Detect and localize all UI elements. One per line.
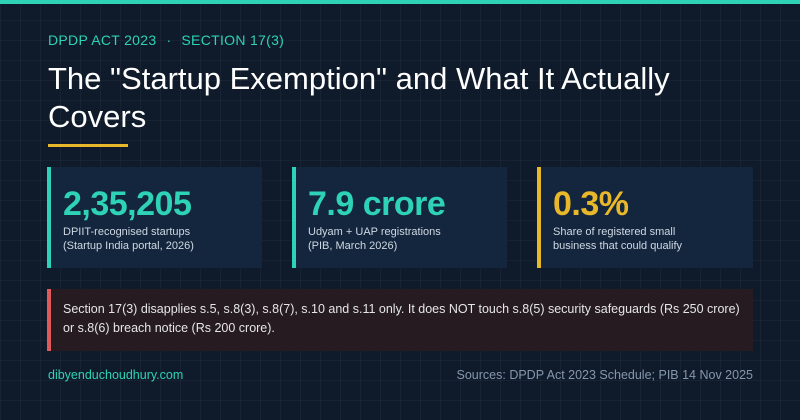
top-accent-bar [0,0,800,4]
callout-text: Section 17(3) disapplies s.5, s.8(3), s.… [63,302,740,335]
kicker-separator: · [166,32,172,48]
sources-note: Sources: DPDP Act 2023 Schedule; PIB 14 … [456,368,753,382]
page-title: The "Startup Exemption" and What It Actu… [48,61,670,134]
stat-card-startups: 2,35,205 DPIIT-recognised startups (Star… [47,167,262,268]
kicker-section: SECTION 17(3) [181,32,285,48]
site-link[interactable]: dibyenduchoudhury.com [48,368,184,382]
stat-label-startups: DPIIT-recognised startups (Startup India… [63,226,194,252]
title-underline [48,144,128,147]
kicker: DPDP ACT 2023 · SECTION 17(3) [48,32,284,48]
stat-value-registrations: 7.9 crore [308,185,446,223]
kicker-act: DPDP ACT 2023 [48,32,157,48]
stat-card-share: 0.3% Share of registered small business … [537,167,753,268]
exemption-callout: Section 17(3) disapplies s.5, s.8(3), s.… [47,289,753,351]
stat-label-share: Share of registered small business that … [553,226,683,252]
stat-card-registrations: 7.9 crore Udyam + UAP registrations (PIB… [292,167,507,268]
stat-value-share: 0.3% [553,185,629,223]
stat-label-registrations: Udyam + UAP registrations (PIB, March 20… [308,226,441,252]
stat-value-startups: 2,35,205 [63,185,192,223]
